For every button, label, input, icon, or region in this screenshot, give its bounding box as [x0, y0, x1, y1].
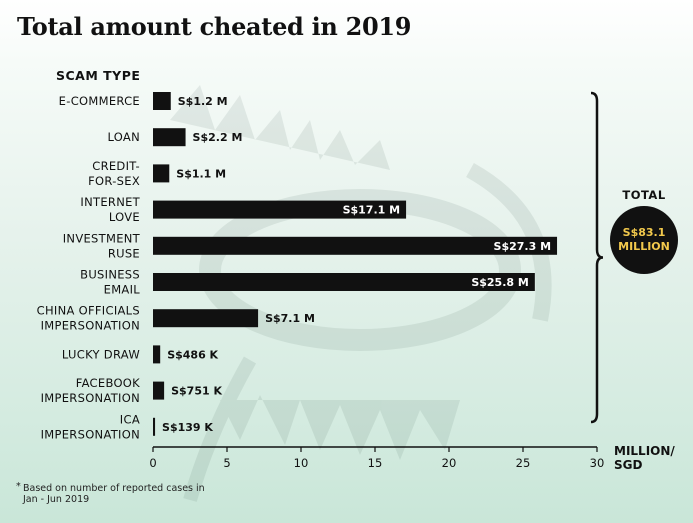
- data-label: S$751 K: [171, 385, 222, 398]
- data-label: S$486 K: [167, 348, 218, 361]
- total-bracket: [590, 91, 604, 424]
- bar: [153, 309, 259, 328]
- category-axis-title: SCAM TYPE: [56, 68, 141, 83]
- bar: [153, 273, 535, 291]
- category-label: FOR-SEX: [88, 174, 140, 188]
- category-label: IMPERSONATION: [41, 319, 140, 333]
- data-label: S$7.1 M: [265, 312, 315, 325]
- bar: [153, 92, 171, 110]
- x-tick-label: 25: [516, 456, 531, 470]
- category-label: BUSINESS: [80, 268, 140, 282]
- category-label: INVESTMENT: [63, 231, 141, 245]
- x-axis-title: MILLION/: [614, 444, 675, 458]
- data-label: S$2.2 M: [193, 131, 243, 144]
- category-label: E-COMMERCE: [59, 94, 140, 108]
- bar: [153, 381, 165, 400]
- x-axis-title: SGD: [614, 458, 642, 472]
- data-label: S$1.1 M: [176, 167, 226, 180]
- bar: [153, 236, 558, 255]
- total-label: TOTAL: [622, 188, 665, 202]
- chart-title: Total amount cheated in 2019: [17, 12, 412, 41]
- category-label: ICA: [120, 412, 140, 426]
- category-label: FACEBOOK: [76, 376, 140, 390]
- category-label: EMAIL: [104, 283, 141, 297]
- category-label: RUSE: [108, 246, 140, 260]
- category-labels: E-COMMERCE LOAN CREDIT-FOR-SEX INTERNETLOVE…: [37, 94, 141, 441]
- footnote-text: Based on number of reported cases in Jan…: [23, 483, 205, 505]
- category-label: INTERNET: [80, 195, 140, 209]
- x-tick-label: 30: [590, 456, 605, 470]
- data-label: S$25.8 M: [471, 276, 529, 289]
- bar: [153, 128, 186, 147]
- category-label: IMPERSONATION: [41, 427, 140, 441]
- category-label: LOAN: [107, 130, 140, 144]
- footnote-marker: *: [16, 481, 21, 492]
- data-label: S$27.3 M: [494, 240, 552, 253]
- category-label: LUCKY DRAW: [62, 347, 140, 361]
- x-tick-label: 20: [442, 456, 457, 470]
- x-tick-label: 15: [368, 456, 383, 470]
- x-tick-label: 10: [294, 456, 309, 470]
- data-label: S$139 K: [162, 421, 213, 434]
- bar: [153, 345, 161, 364]
- total-value: MILLION: [618, 240, 670, 253]
- x-tick-label: 0: [149, 456, 156, 470]
- data-label: S$17.1 M: [343, 204, 401, 217]
- category-label: LOVE: [109, 210, 140, 224]
- bar: [153, 164, 170, 183]
- data-label: S$1.2 M: [178, 95, 228, 108]
- category-label: CREDIT-: [92, 159, 140, 173]
- category-label: IMPERSONATION: [41, 391, 140, 405]
- footnote: * Based on number of reported cases in J…: [16, 481, 216, 505]
- total-value: S$83.1: [623, 226, 666, 239]
- bars-layer: [153, 92, 558, 436]
- bar: [153, 417, 156, 436]
- bar: [153, 200, 407, 219]
- x-tick-label: 5: [223, 456, 230, 470]
- total-circle: [610, 206, 678, 274]
- category-label: CHINA OFFICIALS: [37, 304, 140, 318]
- data-labels: S$1.2 M S$2.2 M S$1.1 M S$17.1 M S$27.3 M S$2…: [162, 95, 551, 434]
- x-axis: 0 5 10 15 20 25 30 MILLION/SGD: [149, 444, 675, 472]
